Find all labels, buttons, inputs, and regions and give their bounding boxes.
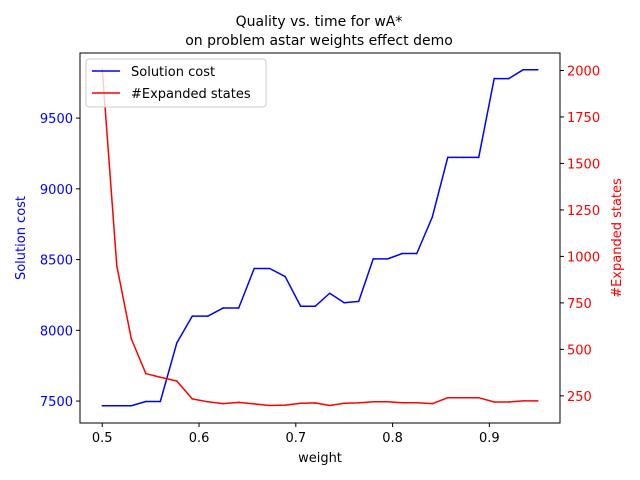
series-1-point bbox=[222, 402, 225, 405]
y-right-tick-label: 1000 bbox=[567, 250, 600, 265]
series-1-point bbox=[328, 404, 331, 407]
legend-label-solution-cost: Solution cost bbox=[131, 65, 215, 80]
y-axis-left-label: Solution cost bbox=[14, 196, 29, 280]
series-1-point bbox=[130, 337, 133, 340]
series-0-point bbox=[493, 77, 495, 80]
series-0-point bbox=[237, 307, 240, 309]
series-1-point bbox=[446, 396, 449, 399]
series-1-point bbox=[401, 401, 404, 404]
y-left-tick-label: 9500 bbox=[40, 112, 73, 127]
series-1-point bbox=[268, 404, 271, 407]
y-axis-right-label: #Expanded states bbox=[610, 178, 625, 298]
plot-frame bbox=[79, 52, 561, 424]
series-0-point bbox=[446, 156, 449, 159]
series-0-point bbox=[522, 68, 525, 71]
series-1-point bbox=[115, 264, 118, 267]
series-1-point bbox=[431, 402, 434, 405]
y-right-tick-label: 1250 bbox=[567, 204, 600, 219]
series-0-point bbox=[115, 404, 118, 407]
series-1-point bbox=[477, 396, 480, 399]
series-0-point bbox=[101, 404, 104, 407]
series-1-point bbox=[415, 401, 418, 404]
x-axis: 0.5 0.6 0.7 0.8 0.9 bbox=[92, 423, 500, 446]
series-0-point bbox=[386, 258, 389, 260]
series-0-point bbox=[507, 77, 510, 80]
plot-lines bbox=[101, 68, 539, 407]
series-line-0 bbox=[102, 68, 538, 407]
series-1-point bbox=[522, 400, 525, 402]
y-right-tick-label: 500 bbox=[567, 343, 592, 358]
series-0-point bbox=[462, 156, 465, 159]
series-1-point bbox=[206, 401, 209, 403]
series-1-point bbox=[145, 372, 147, 375]
series-1-point bbox=[386, 401, 389, 403]
series-1-point bbox=[507, 401, 510, 403]
series-1-point bbox=[159, 376, 162, 379]
series-1-point bbox=[357, 402, 360, 404]
series-0-point bbox=[401, 252, 404, 255]
y-right-tick-label: 1750 bbox=[567, 111, 600, 126]
y-left-tick-label: 9000 bbox=[40, 183, 73, 198]
series-0-point bbox=[145, 400, 147, 403]
series-1-point bbox=[314, 402, 316, 404]
series-0-point bbox=[477, 156, 480, 159]
series-0-point bbox=[191, 315, 194, 317]
series-1-point bbox=[237, 401, 240, 404]
series-0-point bbox=[314, 305, 316, 308]
series-1-point bbox=[191, 398, 194, 400]
series-0-point bbox=[536, 68, 539, 71]
series-0-point bbox=[415, 252, 418, 255]
series-0-point bbox=[253, 267, 255, 270]
series-0-point bbox=[357, 300, 360, 303]
x-tick-label: 0.9 bbox=[479, 431, 500, 446]
x-tick-label: 0.5 bbox=[92, 431, 113, 446]
series-line-1 bbox=[101, 68, 538, 407]
series-0-point bbox=[159, 400, 162, 403]
series-0-point bbox=[206, 315, 209, 317]
series-1-point bbox=[284, 404, 286, 406]
series-1-point bbox=[343, 402, 345, 405]
series-0-point bbox=[372, 258, 375, 260]
y-axis-left: 7500 8000 8500 9000 9500 bbox=[40, 112, 80, 410]
y-axis-right: 250 500 750 1000 1250 1500 1750 2000 bbox=[560, 64, 600, 405]
chart-title: Quality vs. time for wA* bbox=[236, 14, 403, 30]
y-left-tick-label: 8500 bbox=[40, 254, 73, 269]
series-0-point bbox=[222, 307, 225, 309]
series-0-point bbox=[299, 305, 302, 308]
x-tick-label: 0.8 bbox=[382, 431, 403, 446]
series-1-point bbox=[462, 396, 465, 399]
series-0-point bbox=[284, 275, 286, 278]
x-tick-label: 0.7 bbox=[285, 431, 306, 446]
x-axis-label: weight bbox=[298, 451, 342, 466]
y-right-tick-label: 1500 bbox=[567, 157, 600, 172]
y-left-tick-label: 8000 bbox=[40, 324, 73, 339]
y-right-tick-label: 750 bbox=[567, 297, 592, 312]
series-0-point bbox=[130, 404, 133, 407]
legend: Solution cost #Expanded states bbox=[85, 58, 267, 108]
series-1-point bbox=[372, 401, 375, 403]
series-0-point bbox=[268, 267, 271, 270]
x-tick-label: 0.6 bbox=[189, 431, 210, 446]
series-0-point bbox=[175, 342, 178, 344]
chart-subtitle: on problem astar weights effect demo bbox=[185, 33, 453, 49]
series-1-point bbox=[493, 401, 495, 403]
y-left-tick-label: 7500 bbox=[40, 395, 73, 410]
legend-frame bbox=[85, 58, 267, 108]
series-1-point bbox=[253, 403, 255, 405]
series-0-point bbox=[431, 216, 434, 218]
series-1-point bbox=[536, 400, 539, 402]
series-0-point bbox=[328, 292, 331, 295]
y-right-tick-label: 2000 bbox=[567, 64, 600, 79]
series-1-point bbox=[299, 402, 302, 405]
series-0-point bbox=[343, 301, 345, 304]
y-right-tick-label: 250 bbox=[567, 390, 592, 405]
series-1-point bbox=[175, 380, 178, 382]
legend-label-expanded-states: #Expanded states bbox=[131, 87, 251, 102]
